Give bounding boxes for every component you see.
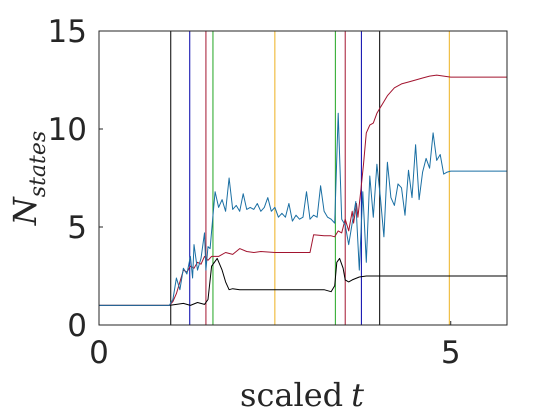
x-tick-label: 0 [89,335,109,371]
x-axis-label-text: scaled [240,376,343,414]
series-line-2 [99,74,507,306]
series-line-1 [99,257,507,306]
y-axis-label-symbol: N [6,196,44,226]
y-tick-label: 15 [48,14,87,50]
y-tick-label: 5 [67,210,87,246]
y-tick-label: 0 [67,308,87,344]
ticks: 0 5 10 15 0 5 [48,14,461,371]
x-axis-label: scaled t [240,376,364,414]
y-tick-label: 10 [48,112,87,148]
plot-area [99,31,507,325]
axes-box [98,30,508,326]
y-axis-label: Nstates [6,131,51,226]
x-axis-label-symbol: t [351,376,364,414]
series-line-3 [99,112,507,306]
x-tick-label: 5 [441,335,461,371]
y-axis-label-subscript: states [26,131,51,197]
